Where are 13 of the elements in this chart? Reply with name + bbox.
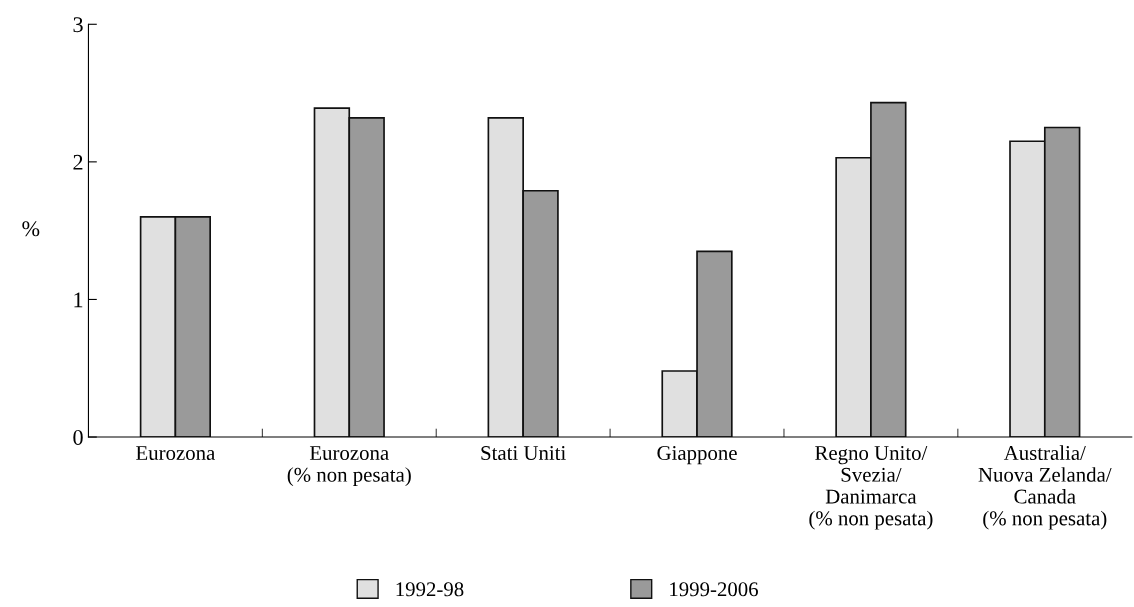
legend-label: 1992-98	[396, 582, 464, 597]
y-tick-label: 1	[74, 292, 83, 308]
y-axis-title: %	[22, 221, 40, 237]
x-tick-label: Regno Unito/ Svezia/ Danimarca (% non pesata)	[809, 445, 933, 530]
y-tick-label: 0	[73, 429, 83, 445]
x-tick-label: Giappone	[657, 446, 737, 465]
y-tick-label: 3	[73, 17, 83, 33]
legend-label: 1999-2006	[670, 582, 758, 597]
y-tick-label: 2	[73, 154, 83, 170]
x-tick-label: Australia/ Nuova Zelanda/ Canada (% non pesata)	[978, 445, 1112, 530]
x-tick-label: Stati Uniti	[481, 446, 566, 461]
x-tick-label: Eurozona (% non pesata)	[287, 446, 411, 487]
x-tick-label: Eurozona	[136, 446, 216, 461]
